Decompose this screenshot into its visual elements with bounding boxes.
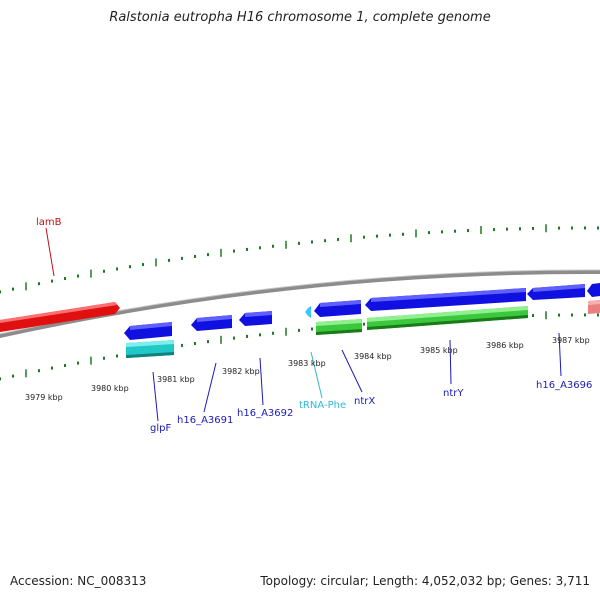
outer-tick-ring: [0, 224, 599, 294]
gene-fragment-right[interactable]: [588, 300, 600, 314]
gene-lamB[interactable]: [0, 302, 120, 332]
topology-summary: Topology: circular; Length: 4,052,032 bp…: [260, 574, 590, 588]
gene-ntrX-cds[interactable]: [314, 300, 361, 317]
axis-label: 3983 kbp: [288, 359, 326, 368]
gene-next-cds[interactable]: [587, 283, 600, 297]
chromosome-backbone: [0, 269, 600, 338]
gene-ntrY-gene[interactable]: [367, 306, 528, 330]
axis-label: 3985 kbp: [420, 346, 458, 355]
axis-label: 3984 kbp: [354, 352, 392, 361]
label-glpF: glpF: [150, 423, 171, 434]
axis-label: 3980 kbp: [91, 384, 129, 393]
label-ntrY: ntrY: [443, 388, 464, 399]
label-h16-A3696: h16_A3696: [536, 380, 592, 391]
label-lamB: lamB: [36, 217, 62, 228]
gene-ntrY-cds[interactable]: [365, 288, 526, 311]
axis-label: 3987 kbp: [552, 336, 590, 345]
accession-text: Accession: NC_008313: [10, 574, 147, 588]
label-h16-A3691: h16_A3691: [177, 415, 233, 426]
axis-labels: 3979 kbp 3980 kbp 3981 kbp 3982 kbp 3983…: [25, 336, 590, 402]
map-title: Ralstonia eutropha H16 chromosome 1, com…: [109, 10, 491, 25]
label-ntrX: ntrX: [354, 396, 375, 407]
axis-label: 3982 kbp: [222, 367, 260, 376]
gene-glpF-gene[interactable]: [126, 340, 174, 358]
axis-label: 3979 kbp: [25, 393, 63, 402]
gene-tRNA-Phe[interactable]: [305, 306, 311, 318]
gene-ntrX-gene[interactable]: [316, 319, 362, 335]
label-tRNA-Phe: tRNA-Phe: [299, 400, 346, 411]
gene-h16-A3696-cds[interactable]: [527, 284, 585, 300]
axis-label: 3986 kbp: [486, 341, 524, 350]
gene-h16-A3692-cds[interactable]: [239, 311, 272, 326]
label-leaders: [45, 227, 562, 422]
gene-glpF-cds[interactable]: [124, 322, 172, 340]
axis-label: 3981 kbp: [157, 375, 195, 384]
gene-h16-A3691-cds[interactable]: [191, 315, 232, 331]
label-h16-A3692: h16_A3692: [237, 408, 293, 419]
